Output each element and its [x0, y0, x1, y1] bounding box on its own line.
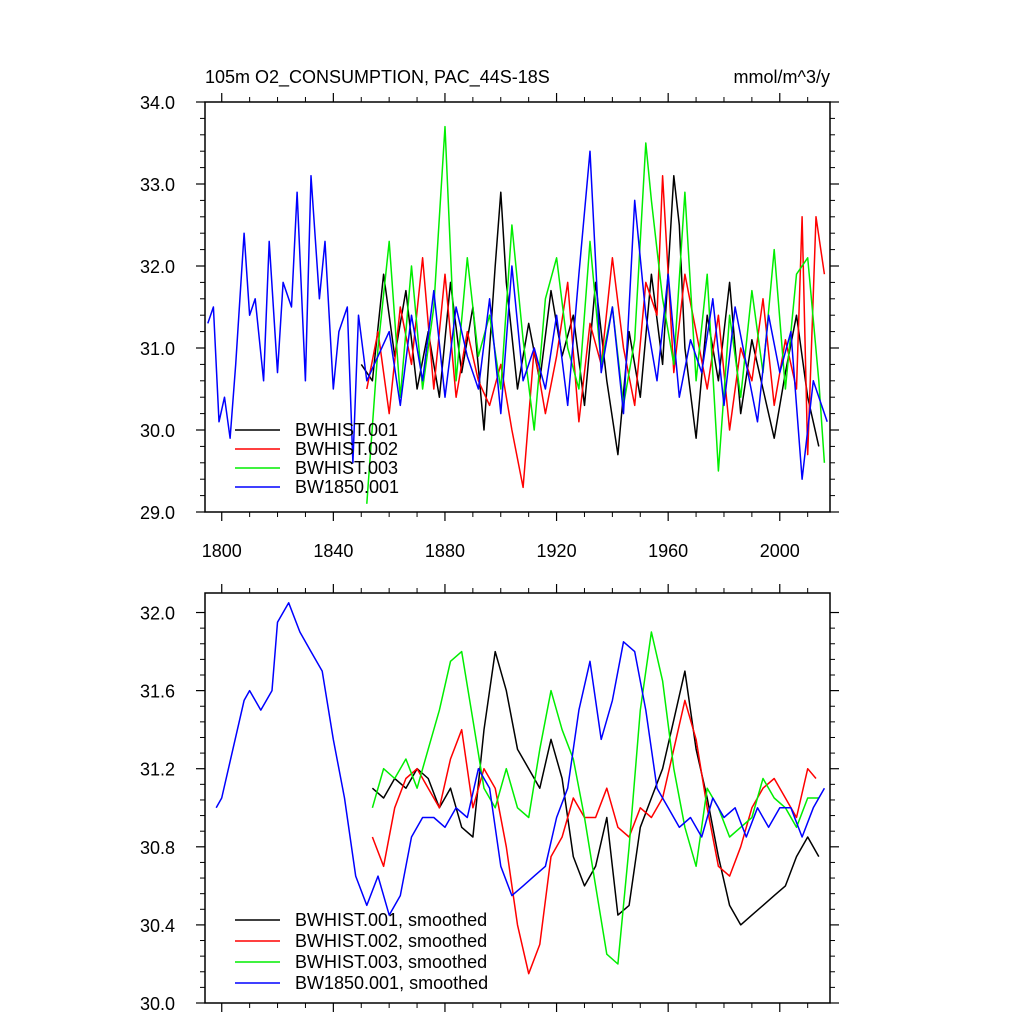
- y-tick-label-0-4: 33.0: [140, 175, 175, 195]
- series-line-0-2: [366, 125, 826, 504]
- y-tick-label-0-1: 30.0: [140, 421, 175, 441]
- y-tick-label-1-3: 31.2: [140, 760, 175, 780]
- y-tick-label-1-4: 31.6: [140, 682, 175, 702]
- legend-label-0-0: BWHIST.001: [295, 420, 398, 440]
- y-tick-label-1-2: 30.8: [140, 838, 175, 858]
- series-line-1-0: [371, 650, 820, 926]
- y-tick-label-0-0: 29.0: [140, 503, 175, 523]
- legend-label-1-3: BW1850.001, smoothed: [295, 973, 488, 993]
- top-axes: 1800 1840 1880 1920 1960 2000 29.0 30.0 31.0 32.0…: [140, 93, 839, 561]
- x-tick-label-0-5: 2000: [760, 541, 800, 561]
- bottom-axes: 30.0 30.4 30.8 31.2 31.6 32.0: [140, 584, 839, 1014]
- series-line-0-0: [360, 175, 820, 456]
- y-tick-label-1-0: 30.0: [140, 994, 175, 1014]
- legend-label-0-1: BWHIST.002: [295, 439, 398, 459]
- legend-label-0-3: BW1850.001: [295, 477, 399, 497]
- legend-label-0-2: BWHIST.003: [295, 458, 398, 478]
- legend-label-1-0: BWHIST.001, smoothed: [295, 910, 487, 930]
- top-series-group: [207, 125, 828, 504]
- legend-label-1-2: BWHIST.003, smoothed: [295, 952, 487, 972]
- y-tick-label-1-1: 30.4: [140, 916, 175, 936]
- bottom-plot-frame: [204, 592, 831, 1004]
- series-line-0-1: [366, 175, 826, 489]
- chart-title: 105m O2_CONSUMPTION, PAC_44S-18S: [205, 67, 550, 88]
- top-panel: 105m O2_CONSUMPTION, PAC_44S-18S mmol/m^…: [140, 67, 839, 561]
- y-tick-label-0-5: 34.0: [140, 93, 175, 113]
- x-tick-label-0-3: 1920: [537, 541, 577, 561]
- y-tick-label-0-3: 32.0: [140, 257, 175, 277]
- series-line-1-3: [215, 602, 826, 916]
- bottom-panel: 30.0 30.4 30.8 31.2 31.6 32.0 BWHIST.001, smo…: [140, 584, 839, 1014]
- x-tick-label-0-4: 1960: [648, 541, 688, 561]
- top-plot-frame: [204, 101, 831, 513]
- x-tick-label-0-2: 1880: [425, 541, 465, 561]
- bottom-series-group: [215, 602, 826, 975]
- x-tick-label-0-0: 1800: [202, 541, 242, 561]
- chart-units: mmol/m^3/y: [734, 67, 830, 87]
- legend-label-1-1: BWHIST.002, smoothed: [295, 931, 487, 951]
- series-line-0-3: [207, 150, 828, 480]
- y-tick-label-0-2: 31.0: [140, 339, 175, 359]
- x-tick-label-0-1: 1840: [313, 541, 353, 561]
- y-tick-label-1-5: 32.0: [140, 604, 175, 624]
- series-line-1-2: [371, 631, 819, 965]
